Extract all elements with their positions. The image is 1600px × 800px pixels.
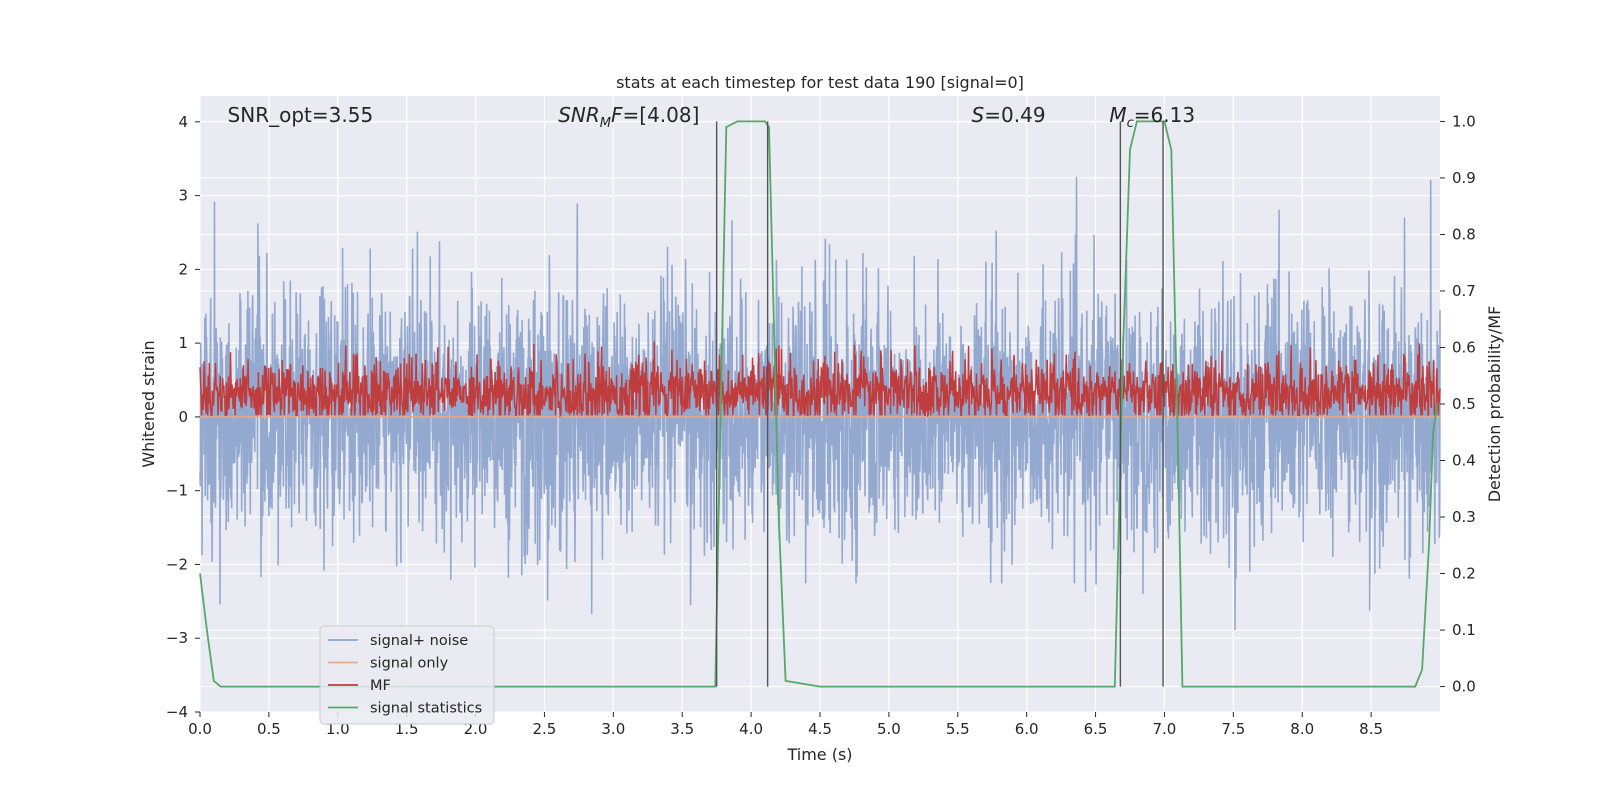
y-tick-label: −3 xyxy=(166,629,188,647)
chart-title: stats at each timestep for test data 190… xyxy=(616,73,1024,92)
x-tick-label: 4.5 xyxy=(808,720,832,738)
x-axis-label: Time (s) xyxy=(786,745,852,764)
x-tick-label: 4.0 xyxy=(739,720,763,738)
y2-tick-label: 0.7 xyxy=(1452,282,1476,300)
y2-tick-label: 0.4 xyxy=(1452,452,1476,470)
x-tick-label: 7.5 xyxy=(1221,720,1245,738)
x-tick-label: 6.0 xyxy=(1015,720,1039,738)
y2-tick-label: 0.5 xyxy=(1452,395,1476,413)
x-tick-label: 7.0 xyxy=(1153,720,1177,738)
annotations: SNR_opt=3.55 SNRMF=[4.08] S=0.49 Mc=6.13 xyxy=(228,103,1195,131)
y2-tick-labels: 0.0 0.1 0.2 0.3 0.4 0.5 0.6 0.7 0.8 0.9 1.0 xyxy=(1440,112,1476,696)
y-tick-label: −1 xyxy=(166,482,188,500)
y2-tick-label: 0.1 xyxy=(1452,621,1476,639)
legend-label: signal+ noise xyxy=(370,633,468,649)
x-tick-label: 8.0 xyxy=(1290,720,1314,738)
y-tick-label: 0 xyxy=(178,408,188,426)
y-tick-label: 2 xyxy=(178,260,188,278)
y-axis-label: Whitened strain xyxy=(139,340,158,467)
series-line-mf xyxy=(199,341,1441,418)
x-tick-label: 3.0 xyxy=(601,720,625,738)
y2-axis-label: Detection probability/MF xyxy=(1485,306,1504,503)
y2-tick-label: 0.0 xyxy=(1452,678,1476,696)
annotation-text: SNR_opt=3.55 xyxy=(228,103,374,127)
y-tick-label: −4 xyxy=(166,703,188,721)
legend-label: signal statistics xyxy=(370,701,482,717)
x-tick-label: 3.5 xyxy=(670,720,694,738)
annotation-text: S=0.49 xyxy=(972,103,1046,127)
y2-tick-label: 1.0 xyxy=(1452,112,1476,130)
legend-box xyxy=(319,625,495,725)
legend: signal+ noise signal only MF signal statist… xyxy=(319,625,495,725)
y-tick-label: 3 xyxy=(178,187,188,205)
annotation-text: SNRMF=[4.08] xyxy=(558,103,699,131)
series-layer xyxy=(199,120,1441,688)
y2-tick-label: 0.3 xyxy=(1452,508,1476,526)
series-line-signal-statistics xyxy=(199,120,1439,688)
y-tick-labels: −4 −3 −2 −1 0 1 2 3 4 xyxy=(166,113,200,721)
legend-label: MF xyxy=(370,678,391,694)
y2-tick-label: 0.8 xyxy=(1452,225,1476,243)
x-tick-label: 5.0 xyxy=(877,720,901,738)
x-tick-label: 8.5 xyxy=(1359,720,1383,738)
vertical-markers xyxy=(715,121,1164,687)
y2-tick-label: 0.9 xyxy=(1452,169,1476,187)
y-tick-label: 4 xyxy=(178,113,188,131)
x-tick-label: 0.0 xyxy=(188,720,212,738)
x-tick-label: 6.5 xyxy=(1084,720,1108,738)
y2-tick-label: 0.6 xyxy=(1452,338,1476,356)
y-tick-label: −2 xyxy=(166,555,188,573)
x-tick-label: 5.5 xyxy=(946,720,970,738)
y-tick-label: 1 xyxy=(178,334,188,352)
x-tick-label: 0.5 xyxy=(257,720,281,738)
x-tick-label: 2.5 xyxy=(533,720,557,738)
legend-label: signal only xyxy=(370,656,449,672)
annotation-text: Mc=6.13 xyxy=(1109,103,1195,131)
y2-tick-label: 0.2 xyxy=(1452,565,1476,583)
